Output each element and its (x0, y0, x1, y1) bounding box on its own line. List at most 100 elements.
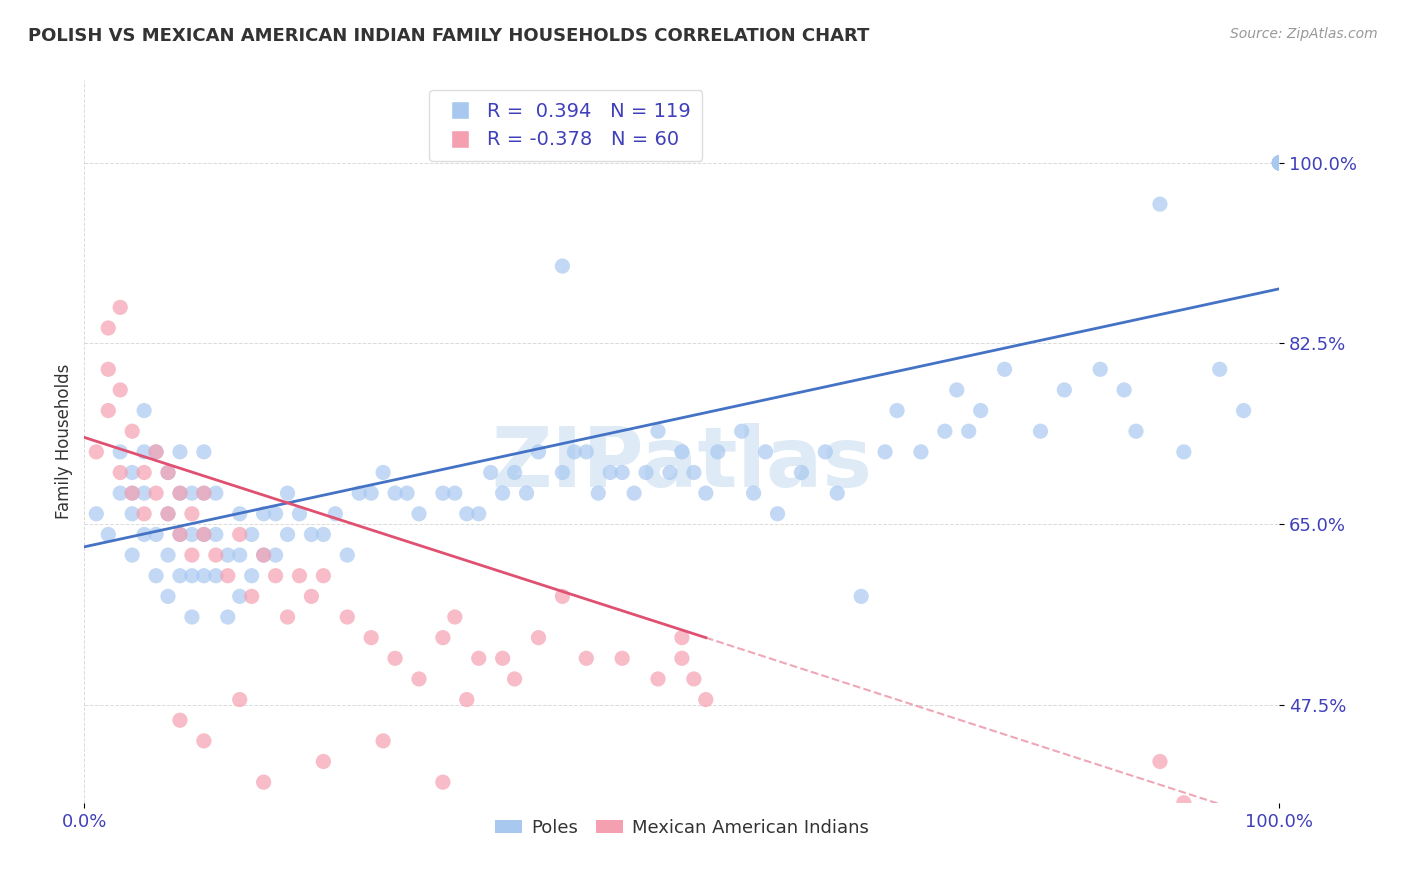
Point (121, 486, 143, 500)
Point (132, 403, 156, 417)
Point (157, 466, 180, 480)
Point (193, 486, 215, 500)
Point (349, 486, 371, 500)
Point (373, 734, 395, 748)
Point (193, 568, 215, 582)
Point (612, 651, 634, 665)
Point (575, 445, 598, 459)
Point (253, 775, 276, 789)
Point (360, 631, 382, 645)
Point (240, 527, 263, 541)
Point (193, 445, 215, 459)
Point (121, 507, 143, 521)
Point (1268, 156, 1291, 170)
Point (277, 610, 299, 624)
Point (456, 507, 478, 521)
Point (1090, 362, 1112, 376)
Point (492, 486, 515, 500)
Point (1053, 383, 1076, 397)
Point (647, 424, 669, 438)
Text: ZIPatlas: ZIPatlas (492, 423, 872, 504)
Point (1114, 383, 1136, 397)
Point (325, 507, 347, 521)
Point (181, 610, 204, 624)
Text: POLISH VS MEXICAN AMERICAN INDIAN FAMILY HOUSEHOLDS CORRELATION CHART: POLISH VS MEXICAN AMERICAN INDIAN FAMILY… (28, 27, 869, 45)
Point (193, 486, 215, 500)
Point (157, 548, 180, 562)
Point (492, 651, 515, 665)
Point (157, 507, 180, 521)
Point (755, 445, 778, 459)
Point (157, 507, 180, 521)
Point (934, 424, 956, 438)
Point (181, 548, 204, 562)
Point (408, 507, 430, 521)
Point (671, 631, 693, 645)
Point (193, 734, 215, 748)
Point (1268, 156, 1291, 170)
Point (408, 672, 430, 686)
Point (132, 486, 156, 500)
Point (564, 445, 586, 459)
Point (229, 527, 252, 541)
Point (503, 672, 526, 686)
Point (132, 507, 156, 521)
Point (288, 507, 311, 521)
Point (1173, 796, 1195, 810)
Point (432, 486, 454, 500)
Point (479, 466, 502, 480)
Point (86, 445, 108, 459)
Point (253, 548, 276, 562)
Point (1268, 156, 1291, 170)
Point (527, 631, 550, 645)
Point (253, 507, 276, 521)
Point (229, 590, 252, 604)
Point (169, 713, 191, 727)
Point (205, 568, 228, 582)
Point (181, 527, 204, 541)
Point (205, 486, 228, 500)
Point (612, 466, 634, 480)
Point (1268, 156, 1291, 170)
Point (253, 548, 276, 562)
Point (312, 755, 335, 769)
Point (456, 692, 478, 706)
Point (790, 466, 813, 480)
Point (1173, 445, 1195, 459)
Point (169, 486, 191, 500)
Point (910, 445, 932, 459)
Point (373, 466, 395, 480)
Point (121, 424, 143, 438)
Point (110, 445, 132, 459)
Point (193, 527, 215, 541)
Point (205, 527, 228, 541)
Point (599, 466, 621, 480)
Point (683, 466, 706, 480)
Point (695, 692, 717, 706)
Point (396, 486, 419, 500)
Point (121, 486, 143, 500)
Point (229, 507, 252, 521)
Point (121, 466, 143, 480)
Point (1268, 156, 1291, 170)
Point (145, 445, 167, 459)
Point (132, 527, 156, 541)
Point (851, 590, 873, 604)
Point (444, 610, 467, 624)
Point (1149, 755, 1171, 769)
Point (205, 548, 228, 562)
Point (1268, 156, 1291, 170)
Point (742, 486, 765, 500)
Point (110, 486, 132, 500)
Point (121, 548, 143, 562)
Point (157, 466, 180, 480)
Point (336, 548, 359, 562)
Point (636, 466, 658, 480)
Point (288, 568, 311, 582)
Point (181, 568, 204, 582)
Point (731, 424, 754, 438)
Text: Source: ZipAtlas.com: Source: ZipAtlas.com (1230, 27, 1378, 41)
Point (875, 445, 897, 459)
Point (181, 507, 204, 521)
Point (264, 568, 287, 582)
